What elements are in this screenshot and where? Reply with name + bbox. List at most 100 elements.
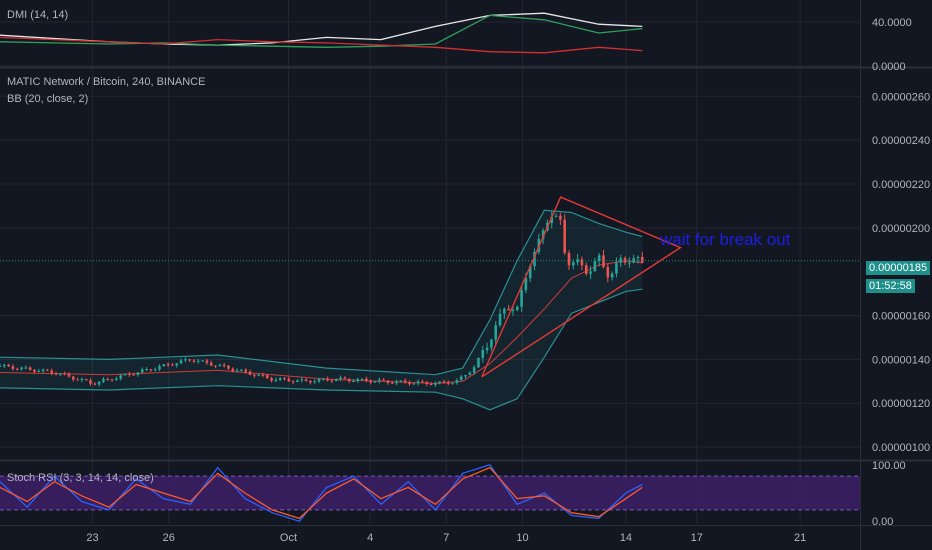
candle-body	[166, 364, 170, 366]
candle-body	[490, 339, 493, 348]
dmi-tick-label: 0.0000	[872, 61, 906, 73]
dmi-tick-label: 40.0000	[872, 17, 912, 29]
candle-body	[584, 265, 588, 274]
candle-body	[188, 359, 191, 361]
candle-body	[382, 379, 385, 381]
candle-body	[175, 363, 179, 366]
candle-body	[218, 364, 222, 367]
candle-body	[640, 256, 644, 263]
price-tick-label: 0.00000100	[872, 442, 930, 454]
candle-body	[231, 368, 235, 371]
candle-body	[283, 378, 286, 380]
x-tick-label: 17	[691, 532, 703, 544]
candle-body	[136, 372, 140, 375]
candle-body	[15, 368, 19, 370]
candle-body	[222, 364, 226, 366]
candle-body	[11, 366, 15, 369]
candle-body	[472, 367, 476, 373]
candle-body	[615, 262, 618, 274]
candle-body	[619, 258, 623, 263]
dmi-label: DMI (14, 14)	[7, 9, 69, 21]
candle-body	[261, 374, 265, 376]
candle-body	[580, 259, 584, 266]
candle-body	[132, 374, 135, 376]
candle-body	[373, 381, 377, 383]
x-tick-label: 7	[443, 532, 449, 544]
price-tick-label: 0.00000160	[872, 311, 930, 323]
price-tick-label: 0.00000260	[872, 91, 930, 103]
candle-body	[498, 313, 502, 326]
candle-body	[507, 308, 510, 311]
candle-body	[287, 378, 291, 382]
candle-body	[528, 266, 532, 279]
candle-body	[429, 383, 433, 385]
candle-body	[550, 216, 554, 223]
bb-upper-line	[0, 209, 643, 376]
stoch-line-d	[0, 466, 643, 520]
candle-body	[59, 373, 62, 375]
candle-body	[628, 262, 631, 264]
candle-body	[274, 379, 278, 381]
candle-body	[313, 381, 316, 383]
candle-body	[511, 310, 515, 312]
candle-body	[593, 260, 597, 272]
x-tick-label: 23	[86, 532, 98, 544]
bb-label[interactable]: BB (20, close, 2)	[7, 93, 89, 105]
candle-body	[0, 365, 2, 367]
candle-body	[291, 381, 295, 383]
symbol-label[interactable]: MATIC Network / Bitcoin, 240, BINANCE	[7, 76, 206, 88]
dmi-line-minus_di	[0, 36, 643, 54]
candle-body	[421, 381, 424, 383]
candle-body	[589, 271, 592, 274]
candle-body	[468, 372, 472, 376]
candle-body	[192, 360, 196, 362]
candle-body	[257, 374, 260, 376]
candle-body	[119, 375, 122, 379]
candle-body	[503, 308, 506, 314]
bb-band-fill	[0, 210, 643, 410]
candle-body	[623, 258, 627, 263]
last-price-tag: 0.00000185	[866, 261, 931, 275]
candle-body	[326, 378, 329, 381]
candle-body	[80, 379, 84, 381]
stoch-line-k	[0, 464, 643, 522]
candle-body	[67, 373, 71, 377]
candle-body	[227, 365, 230, 369]
candle-body	[438, 381, 441, 384]
candle-body	[369, 380, 372, 383]
stoch-tick-label: 100.00	[872, 460, 906, 472]
candle-body	[201, 360, 204, 362]
candle-body	[84, 379, 88, 381]
candle-body	[524, 278, 528, 291]
x-tick-label: 14	[620, 532, 632, 544]
candle-body	[403, 380, 407, 383]
candle-body	[434, 383, 437, 385]
candle-body	[41, 369, 45, 372]
candle-body	[153, 369, 157, 371]
candle-body	[93, 383, 97, 385]
x-tick-label: Oct	[280, 532, 297, 544]
candle-body	[399, 380, 403, 382]
candle-body	[330, 380, 334, 382]
candle-body	[3, 364, 6, 366]
candle-body	[481, 349, 485, 358]
candle-body	[459, 376, 463, 381]
price-tick-label: 0.00000120	[872, 398, 930, 410]
candle-body	[317, 379, 321, 382]
candle-body	[412, 383, 416, 385]
annotation-text[interactable]: wait for break out	[660, 230, 791, 249]
candle-body	[533, 251, 536, 267]
countdown-tag: 01:52:58	[866, 279, 915, 293]
candle-body	[360, 378, 364, 380]
stoch-label[interactable]: Stoch RSI (3, 3, 14, 14, close)	[7, 472, 154, 484]
candle-body	[145, 369, 148, 371]
x-tick-label: 4	[367, 532, 373, 544]
candle-body	[28, 367, 32, 370]
candle-body	[278, 378, 282, 380]
x-tick-label: 10	[516, 532, 528, 544]
candle-body	[304, 379, 308, 381]
candle-body	[300, 379, 304, 381]
candle-body	[37, 371, 41, 373]
candle-body	[253, 374, 256, 376]
